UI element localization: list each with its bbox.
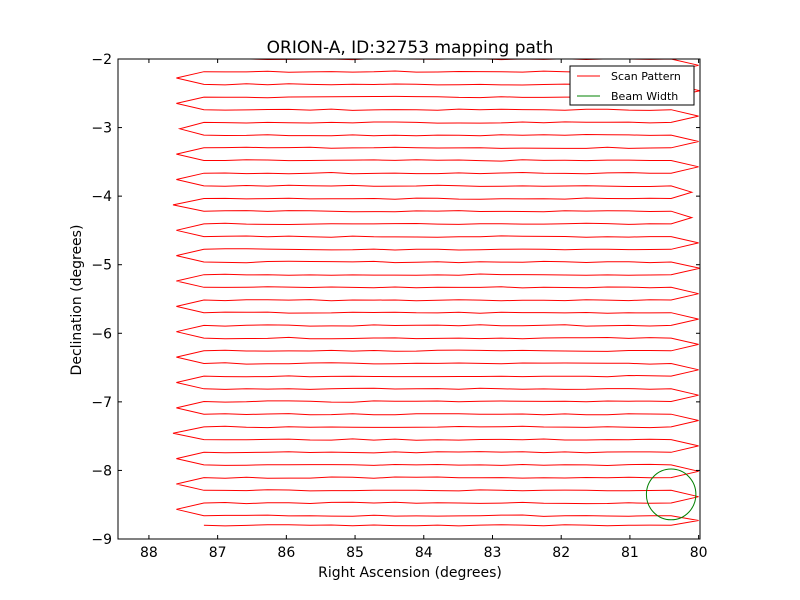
- y-tick-label-7: −7: [91, 395, 112, 411]
- y-tick-label-8: −8: [91, 463, 112, 479]
- legend: Scan Pattern Beam Width: [569, 65, 695, 106]
- x-tick-label-83: 83: [484, 545, 502, 561]
- x-tick-label-88: 88: [140, 545, 158, 561]
- x-tick-label-87: 87: [209, 545, 227, 561]
- x-tick-label-81: 81: [621, 545, 639, 561]
- y-axis-label: Declination (degrees): [69, 225, 85, 376]
- x-tick-label-80: 80: [690, 545, 708, 561]
- x-tick-label-85: 85: [346, 545, 364, 561]
- axis-ticks: 88 87 86 85 84 83 82 81 80 −2 −3 −4 −5 −6 −7 −8 −9: [91, 52, 707, 561]
- legend-beam-width-label: Beam Width: [611, 90, 678, 103]
- y-tick-label-4: −4: [91, 189, 112, 205]
- x-axis-label: Right Ascension (degrees): [318, 565, 502, 581]
- x-tick-label-82: 82: [552, 545, 570, 561]
- y-tick-label-9: −9: [91, 532, 112, 548]
- x-tick-label-84: 84: [415, 545, 433, 561]
- legend-box: [569, 65, 695, 106]
- beam-width-circle: [645, 468, 697, 521]
- x-tick-label-86: 86: [277, 545, 295, 561]
- y-tick-label-3: −3: [91, 121, 112, 137]
- axes-frame: [117, 58, 701, 540]
- scan-pattern-line: [172, 59, 700, 527]
- legend-scan-pattern-label: Scan Pattern: [611, 70, 681, 83]
- chart-title: ORION-A, ID:32753 mapping path: [267, 38, 554, 58]
- plot-area: [172, 59, 700, 527]
- y-tick-label-5: −5: [91, 258, 112, 274]
- y-tick-label-2: −2: [91, 52, 112, 68]
- y-tick-label-6: −6: [91, 326, 112, 342]
